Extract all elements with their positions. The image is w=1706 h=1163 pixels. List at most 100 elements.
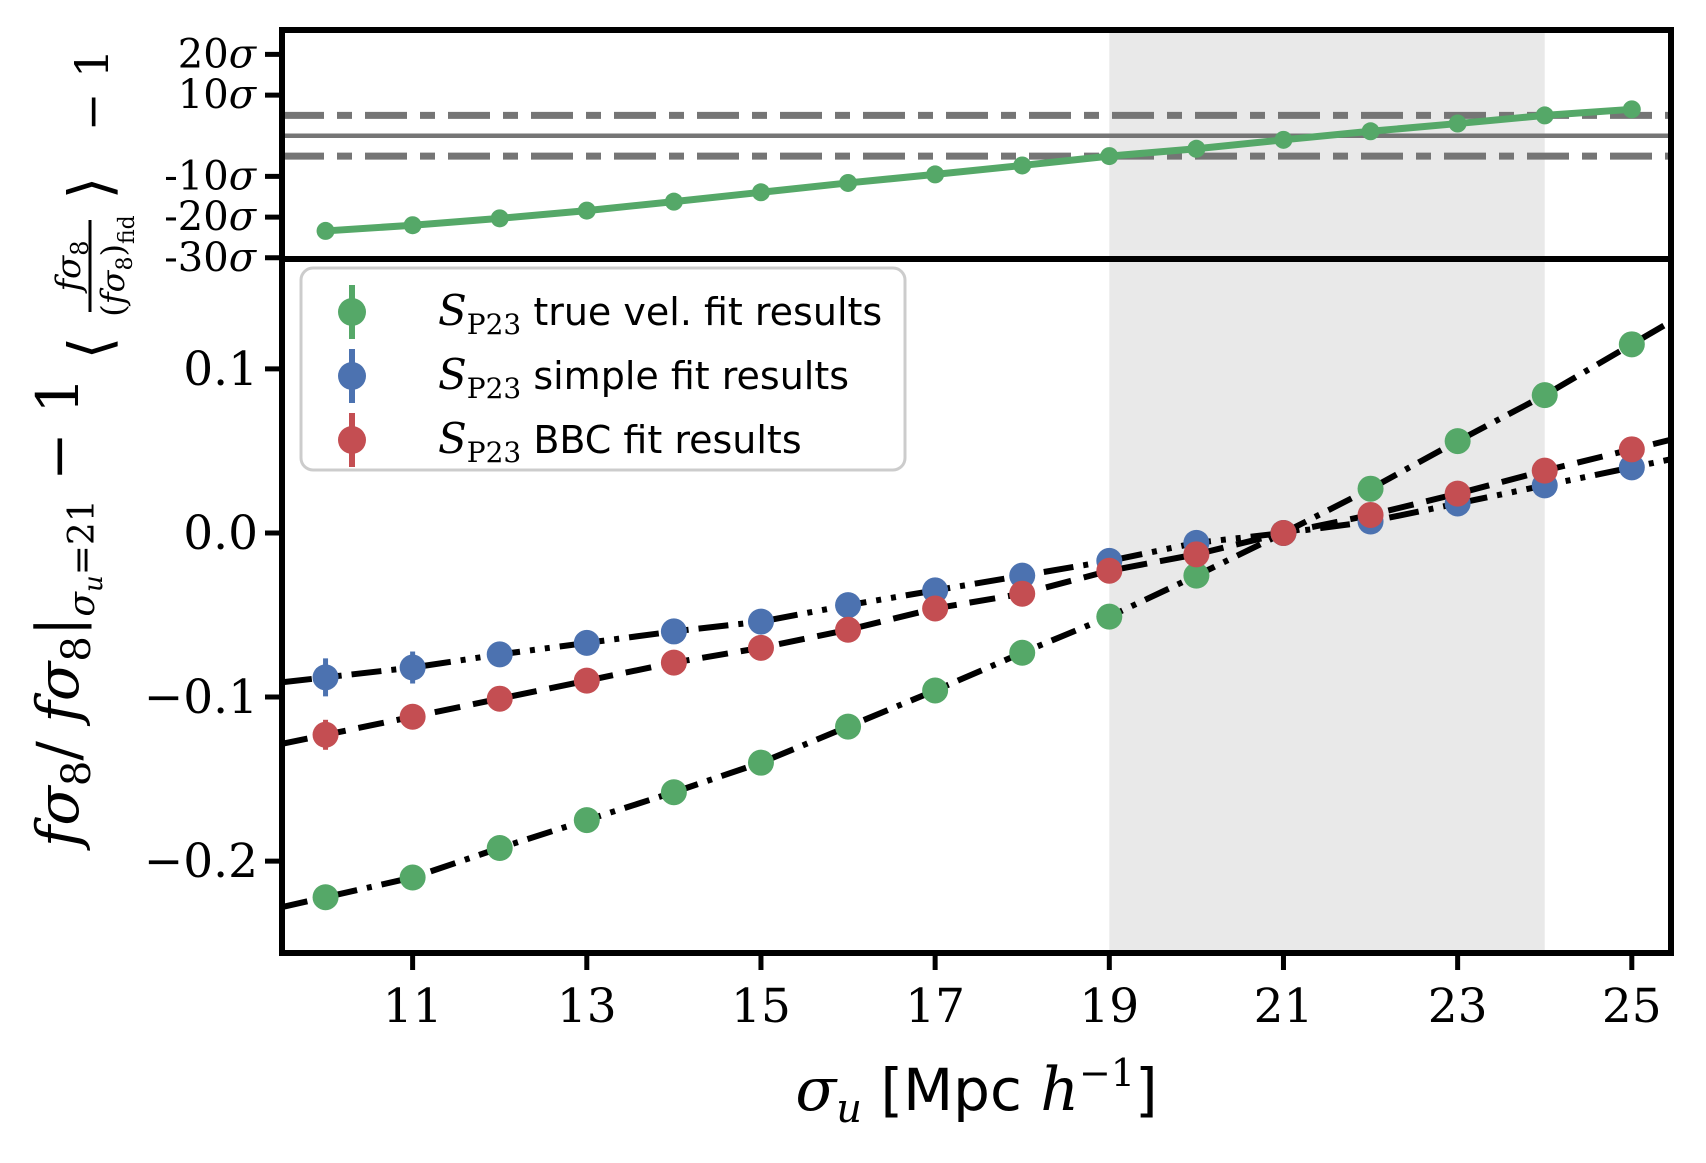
data-point <box>573 807 600 834</box>
data-point <box>1096 557 1123 584</box>
top-panel <box>282 100 1671 240</box>
bottom-panel-frame <box>279 256 1674 956</box>
x-tick-label: 11 <box>383 979 443 1034</box>
y-tick-label-bottom: 0.1 <box>183 342 258 397</box>
data-point <box>1009 639 1036 666</box>
data-point <box>486 685 513 712</box>
legend-label: SP23 simple fit results <box>438 350 849 405</box>
legend-item: SP23 simple fit results <box>338 349 849 405</box>
data-point <box>1535 106 1554 125</box>
y-tick-label-top: -20σ <box>164 194 257 240</box>
y-axis-label-bottom-text: fσ8/ fσ8|σu=21 − 1 <box>24 377 109 851</box>
data-point <box>1361 122 1380 141</box>
legend-marker <box>338 426 366 454</box>
data-point <box>1183 562 1210 589</box>
data-point <box>312 884 339 911</box>
fit-line <box>282 436 1671 747</box>
data-point <box>490 209 509 228</box>
legend-item: SP23 true vel. fit results <box>338 285 882 341</box>
series-red <box>312 436 1645 750</box>
top-series-line-true-vel <box>322 105 1636 235</box>
fraction-numerator: fσ8 <box>49 240 94 294</box>
legend-marker <box>338 298 366 326</box>
data-point <box>1444 480 1471 507</box>
data-point <box>660 649 687 676</box>
data-point <box>835 713 862 740</box>
data-point <box>573 667 600 694</box>
x-axis-label: σu [Mpc h−1] <box>795 1051 1157 1132</box>
data-point <box>1448 114 1467 133</box>
y-tick-label-top: -30σ <box>164 235 257 281</box>
y-axis-label-bottom: fσ8/ fσ8|σu=21 − 1 <box>24 377 109 851</box>
y-tick-label-bottom: 0.0 <box>183 506 258 561</box>
data-point <box>1622 100 1641 119</box>
data-point <box>1274 130 1293 149</box>
data-point <box>1357 501 1384 528</box>
bottom-panel <box>282 318 1671 911</box>
shaded-region-sigma-u-19-24 <box>1109 30 1545 953</box>
data-point <box>312 664 339 691</box>
data-point <box>1096 603 1123 630</box>
data-point <box>316 221 335 240</box>
series-green <box>312 331 1645 911</box>
x-tick-label: 15 <box>731 979 791 1034</box>
data-point <box>751 183 770 202</box>
x-tick-label: 17 <box>905 979 965 1034</box>
data-point <box>1357 475 1384 502</box>
y-axis-label-top: ⟨ fσ8(fσ8)fid ⟩ − 1 <box>49 49 140 360</box>
x-tick-label: 23 <box>1428 979 1488 1034</box>
legend-marker <box>338 362 366 390</box>
data-point <box>573 629 600 656</box>
data-point <box>1618 331 1645 358</box>
data-point <box>399 654 426 681</box>
x-tick-label: 25 <box>1602 979 1662 1034</box>
y-tick-label-top: 10σ <box>178 72 258 118</box>
data-point <box>926 165 945 184</box>
data-point <box>835 592 862 619</box>
data-point <box>747 749 774 776</box>
data-point <box>747 608 774 635</box>
data-point <box>486 641 513 668</box>
data-point <box>1531 382 1558 409</box>
legend: SP23 true vel. fit results SP23 simple fi… <box>299 266 907 472</box>
data-point <box>399 703 426 730</box>
top-series-markers <box>316 100 1641 240</box>
legend-label: SP23 BBC fit results <box>438 414 802 469</box>
data-point <box>1009 562 1036 589</box>
angle-open: ⟨ <box>56 337 124 360</box>
data-point <box>922 595 949 622</box>
label-tail: − 1 <box>65 49 119 131</box>
y-tick-label-top: 20σ <box>178 31 258 77</box>
x-tick-label: 21 <box>1254 979 1314 1034</box>
data-point <box>835 616 862 643</box>
y-tick-label-bottom: −0.1 <box>144 670 258 725</box>
fit-line <box>282 456 1671 686</box>
data-point <box>1531 457 1558 484</box>
data-point <box>1009 580 1036 607</box>
data-point <box>577 201 596 220</box>
legend-label: SP23 true vel. fit results <box>438 286 882 341</box>
data-point <box>747 634 774 661</box>
data-point <box>1270 519 1297 546</box>
data-point <box>1187 139 1206 158</box>
y-tick-label-bottom: −0.2 <box>144 834 258 889</box>
angle-close: ⟩ <box>56 177 124 200</box>
data-point <box>922 577 949 604</box>
data-point <box>1618 436 1645 463</box>
x-tick-label: 19 <box>1079 979 1139 1034</box>
legend-box <box>299 266 907 472</box>
data-point <box>486 834 513 861</box>
data-point <box>1013 156 1032 175</box>
data-point <box>1100 147 1119 166</box>
data-point <box>664 192 683 211</box>
fraction-denominator: (fσ8)fid <box>94 215 140 316</box>
data-point <box>1444 428 1471 455</box>
data-point <box>839 173 858 192</box>
data-point <box>1618 454 1645 481</box>
x-tick-label: 13 <box>557 979 617 1034</box>
data-point <box>1183 541 1210 568</box>
data-point <box>399 864 426 891</box>
